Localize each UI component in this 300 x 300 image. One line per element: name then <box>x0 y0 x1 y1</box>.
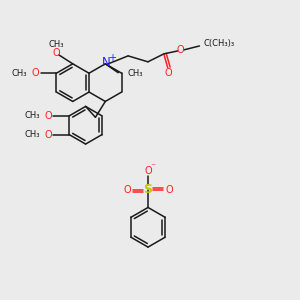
Text: O: O <box>177 45 184 55</box>
Text: O: O <box>165 184 172 195</box>
Text: CH₃: CH₃ <box>24 111 40 120</box>
Text: O: O <box>32 68 39 78</box>
Text: O: O <box>45 111 52 121</box>
Text: O: O <box>52 48 60 58</box>
Text: CH₃: CH₃ <box>24 130 40 139</box>
Text: +: + <box>108 53 116 63</box>
Text: CH₃: CH₃ <box>48 40 64 50</box>
Text: C(CH₃)₃: C(CH₃)₃ <box>203 40 235 49</box>
Text: N: N <box>102 56 111 69</box>
Text: O: O <box>123 184 131 195</box>
Text: CH₃: CH₃ <box>11 69 27 78</box>
Text: O: O <box>45 130 52 140</box>
Text: CH₃: CH₃ <box>127 69 142 78</box>
Text: O: O <box>144 166 152 176</box>
Text: O: O <box>165 68 172 78</box>
Text: S: S <box>143 183 152 196</box>
Text: ⁻: ⁻ <box>150 162 155 172</box>
